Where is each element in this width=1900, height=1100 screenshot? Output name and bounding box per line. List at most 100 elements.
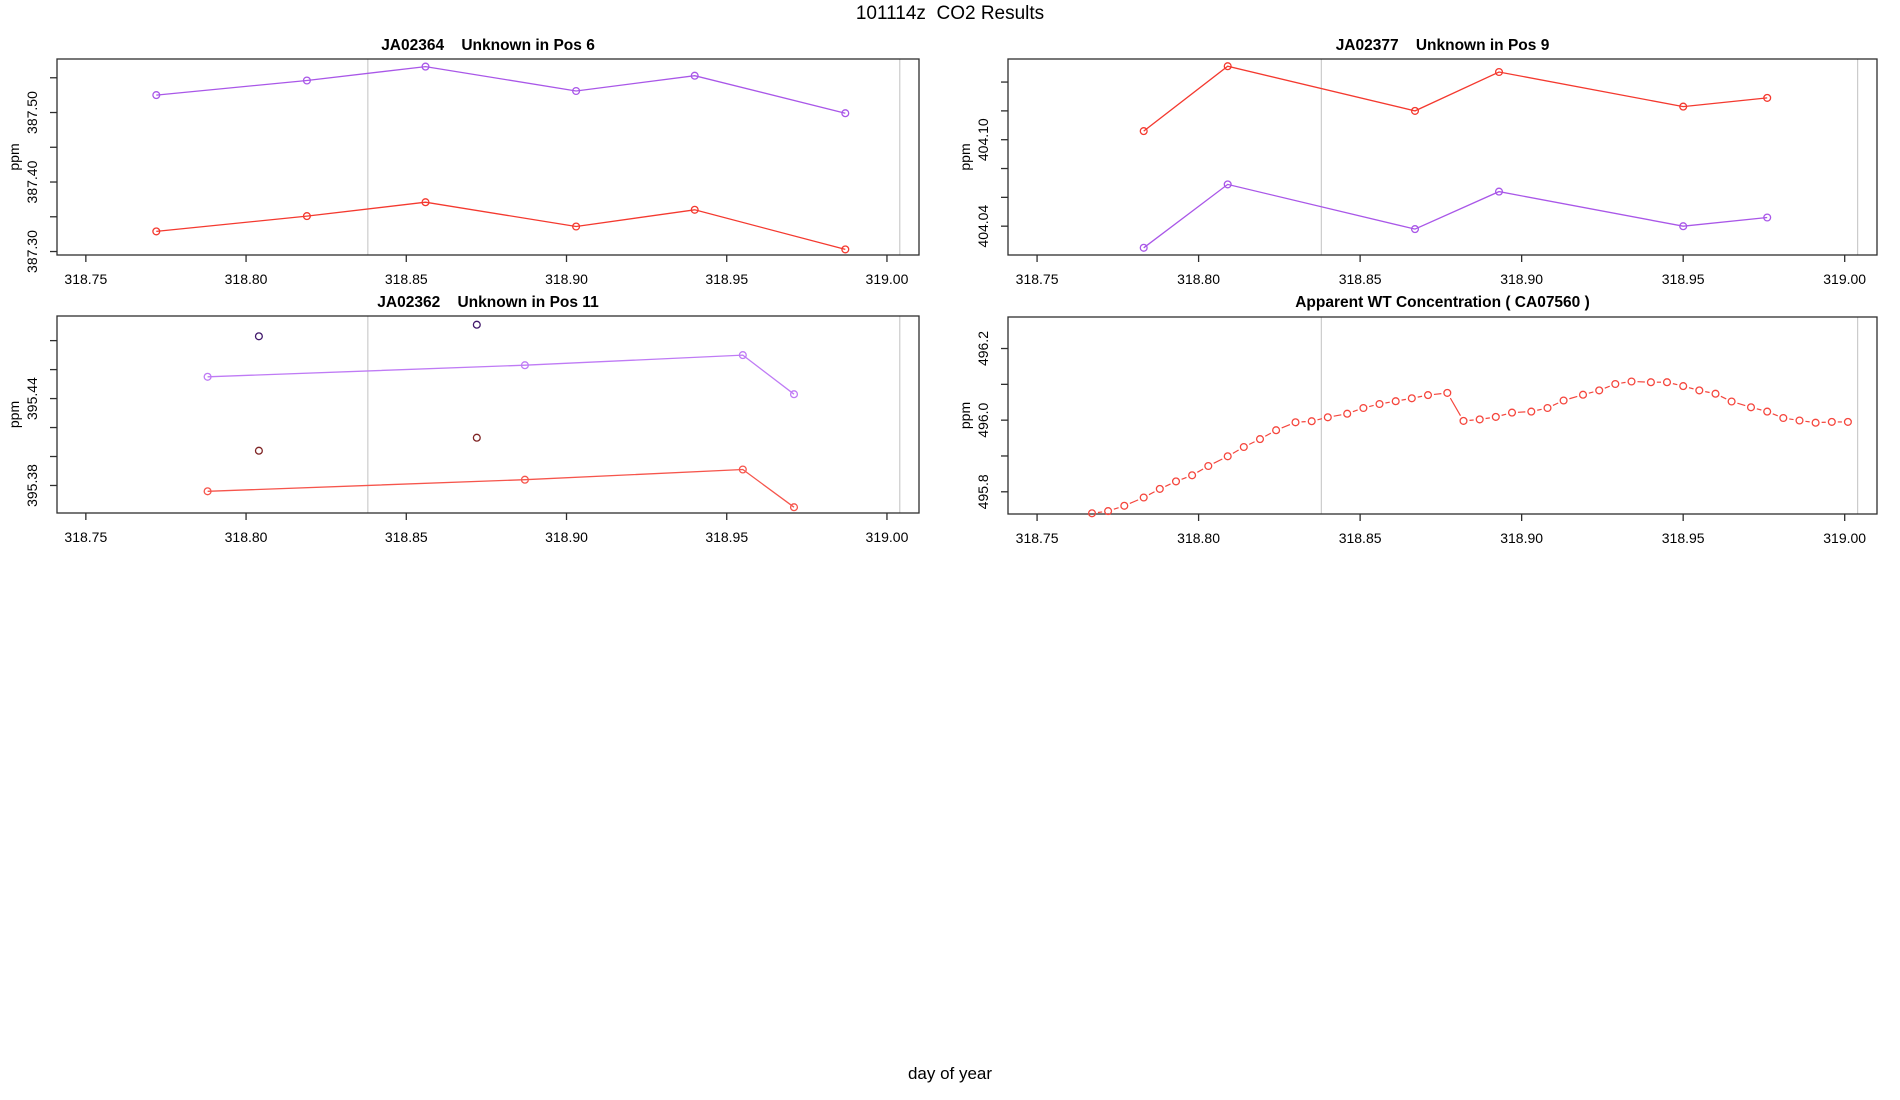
- plot-frame: [1007, 316, 1878, 515]
- data-point-flagged-dark-purple: [254, 332, 263, 341]
- data-point-flagged-dark-red: [254, 446, 263, 455]
- data-point-red: [738, 465, 747, 474]
- data-point-wt-concentration: [1695, 386, 1704, 395]
- data-point-wt-concentration: [1779, 413, 1788, 423]
- data-point-purple: [1679, 222, 1688, 231]
- series-segment-wt-concentration: [1501, 413, 1507, 416]
- chart-ja02377-plot: 318.75 318.80 318.85 318.90 318.95 319.00 404.…: [957, 58, 1878, 287]
- data-point-purple: [841, 109, 850, 118]
- series-segment-wt-concentration: [1552, 402, 1559, 406]
- series-segment-wt-concentration: [1772, 413, 1778, 417]
- data-point-wt-concentration: [1746, 403, 1756, 412]
- data-point-red: [1139, 127, 1148, 136]
- series-segment-wt-concentration: [1197, 468, 1204, 473]
- data-point-purple: [789, 390, 799, 399]
- data-point-red: [302, 212, 311, 221]
- x-tick-label: 319.00: [1823, 530, 1866, 546]
- series-line-red: [1143, 65, 1768, 132]
- data-point-wt-concentration: [1204, 461, 1213, 471]
- x-tick-label: 318.90: [1500, 530, 1543, 546]
- series-segment-wt-concentration: [1165, 483, 1171, 487]
- data-point-red: [203, 487, 212, 496]
- chart-apparent-wt-plot: 318.75 318.80 318.85 318.90 318.95 319.00 495.…: [957, 316, 1878, 546]
- x-tick-label: 318.90: [545, 529, 588, 545]
- data-point-wt-concentration: [1595, 386, 1604, 395]
- series-segment-wt-concentration: [1789, 418, 1794, 421]
- x-tick-label: 318.75: [1016, 271, 1059, 287]
- series-segment-wt-concentration: [1621, 381, 1626, 384]
- series-line-purple: [1143, 183, 1768, 249]
- data-point-purple: [203, 372, 212, 381]
- x-axis-title: day of year: [907, 1064, 993, 1083]
- series-segment-wt-concentration: [1720, 395, 1727, 400]
- data-point-wt-concentration: [1811, 418, 1820, 427]
- data-point-red: [690, 205, 699, 214]
- series-segment-wt-concentration: [1672, 383, 1678, 386]
- x-tick-label: 318.90: [545, 271, 588, 287]
- series-segment-wt-concentration: [1417, 395, 1423, 398]
- data-point-purple: [152, 91, 161, 100]
- series-segment-wt-concentration: [1401, 398, 1407, 401]
- data-point-wt-concentration: [1359, 403, 1368, 413]
- series-segment-wt-concentration: [1148, 491, 1155, 496]
- data-point-wt-concentration: [1662, 378, 1672, 387]
- chart-ja02377-pos9: JA02377 Unknown in Pos 9 318.75 318.80 318…: [950, 30, 1900, 315]
- data-point-wt-concentration: [1491, 412, 1500, 421]
- series-segment-wt-concentration: [1248, 441, 1255, 445]
- data-point-wt-concentration: [1307, 417, 1316, 426]
- chart-title: Apparent WT Concentration ( CA07560 ): [1295, 294, 1590, 311]
- series-line-red: [207, 468, 795, 508]
- series-segment-wt-concentration: [1113, 507, 1119, 510]
- x-tick-label: 318.75: [64, 529, 107, 545]
- series-segment-wt-concentration: [1213, 458, 1223, 464]
- series-segment-wt-concentration: [1688, 387, 1694, 390]
- x-tick-label: 318.95: [705, 271, 748, 287]
- series-segment-wt-concentration: [1281, 424, 1291, 429]
- data-point-red: [1223, 62, 1232, 71]
- data-point-flagged-dark-purple: [472, 320, 481, 329]
- data-point-red: [1679, 102, 1688, 111]
- data-point-wt-concentration: [1291, 418, 1300, 427]
- data-point-purple: [738, 351, 747, 360]
- series-segment-wt-concentration: [1333, 414, 1342, 417]
- x-tick-label: 319.00: [866, 529, 909, 545]
- data-point-wt-concentration: [1255, 435, 1265, 444]
- series-segment-wt-concentration: [1756, 408, 1762, 411]
- data-point-wt-concentration: [1375, 399, 1384, 409]
- series-segment-wt-concentration: [1537, 408, 1542, 411]
- x-tick-label: 318.85: [385, 529, 428, 545]
- series-segment-wt-concentration: [1264, 432, 1272, 437]
- data-point-purple: [520, 361, 529, 370]
- series-segment-wt-concentration: [1385, 401, 1390, 404]
- y-tick-label: 395.38: [24, 464, 40, 507]
- x-tick-label: 318.80: [1177, 271, 1220, 287]
- chart-apparent-wt-concentration: Apparent WT Concentration ( CA07560 ) 31…: [950, 287, 1900, 572]
- plot-frame: [56, 315, 920, 514]
- series-segment-wt-concentration: [1369, 404, 1374, 408]
- y-tick-label: 387.40: [24, 160, 40, 203]
- data-point-wt-concentration: [1323, 413, 1332, 422]
- data-point-red: [1410, 106, 1420, 115]
- figure-title: 101114z CO2 Results: [855, 3, 1045, 24]
- data-point-purple: [1139, 243, 1148, 252]
- data-point-wt-concentration: [1543, 403, 1552, 413]
- series-segment-wt-concentration: [1181, 476, 1187, 480]
- series-segment-wt-concentration: [1433, 392, 1442, 396]
- data-point-wt-concentration: [1104, 507, 1113, 516]
- x-tick-label: 318.80: [225, 271, 268, 287]
- data-point-purple: [302, 76, 311, 85]
- data-point-wt-concentration: [1559, 396, 1568, 405]
- data-point-red: [1763, 93, 1772, 102]
- y-tick-label: 395.44: [24, 377, 40, 420]
- x-tick-label: 319.00: [866, 271, 909, 287]
- y-tick-label: 404.10: [975, 118, 991, 161]
- plot-frame: [56, 58, 920, 256]
- data-point-wt-concentration: [1407, 394, 1416, 403]
- chart-title: JA02364 Unknown in Pos 6: [381, 37, 595, 54]
- series-line-purple: [207, 354, 795, 395]
- series-segment-wt-concentration: [1317, 418, 1323, 421]
- x-tick-label: 318.95: [705, 529, 748, 545]
- series-line-red: [156, 201, 846, 251]
- x-tick-label: 319.00: [1823, 271, 1866, 287]
- data-point-wt-concentration: [1795, 416, 1804, 425]
